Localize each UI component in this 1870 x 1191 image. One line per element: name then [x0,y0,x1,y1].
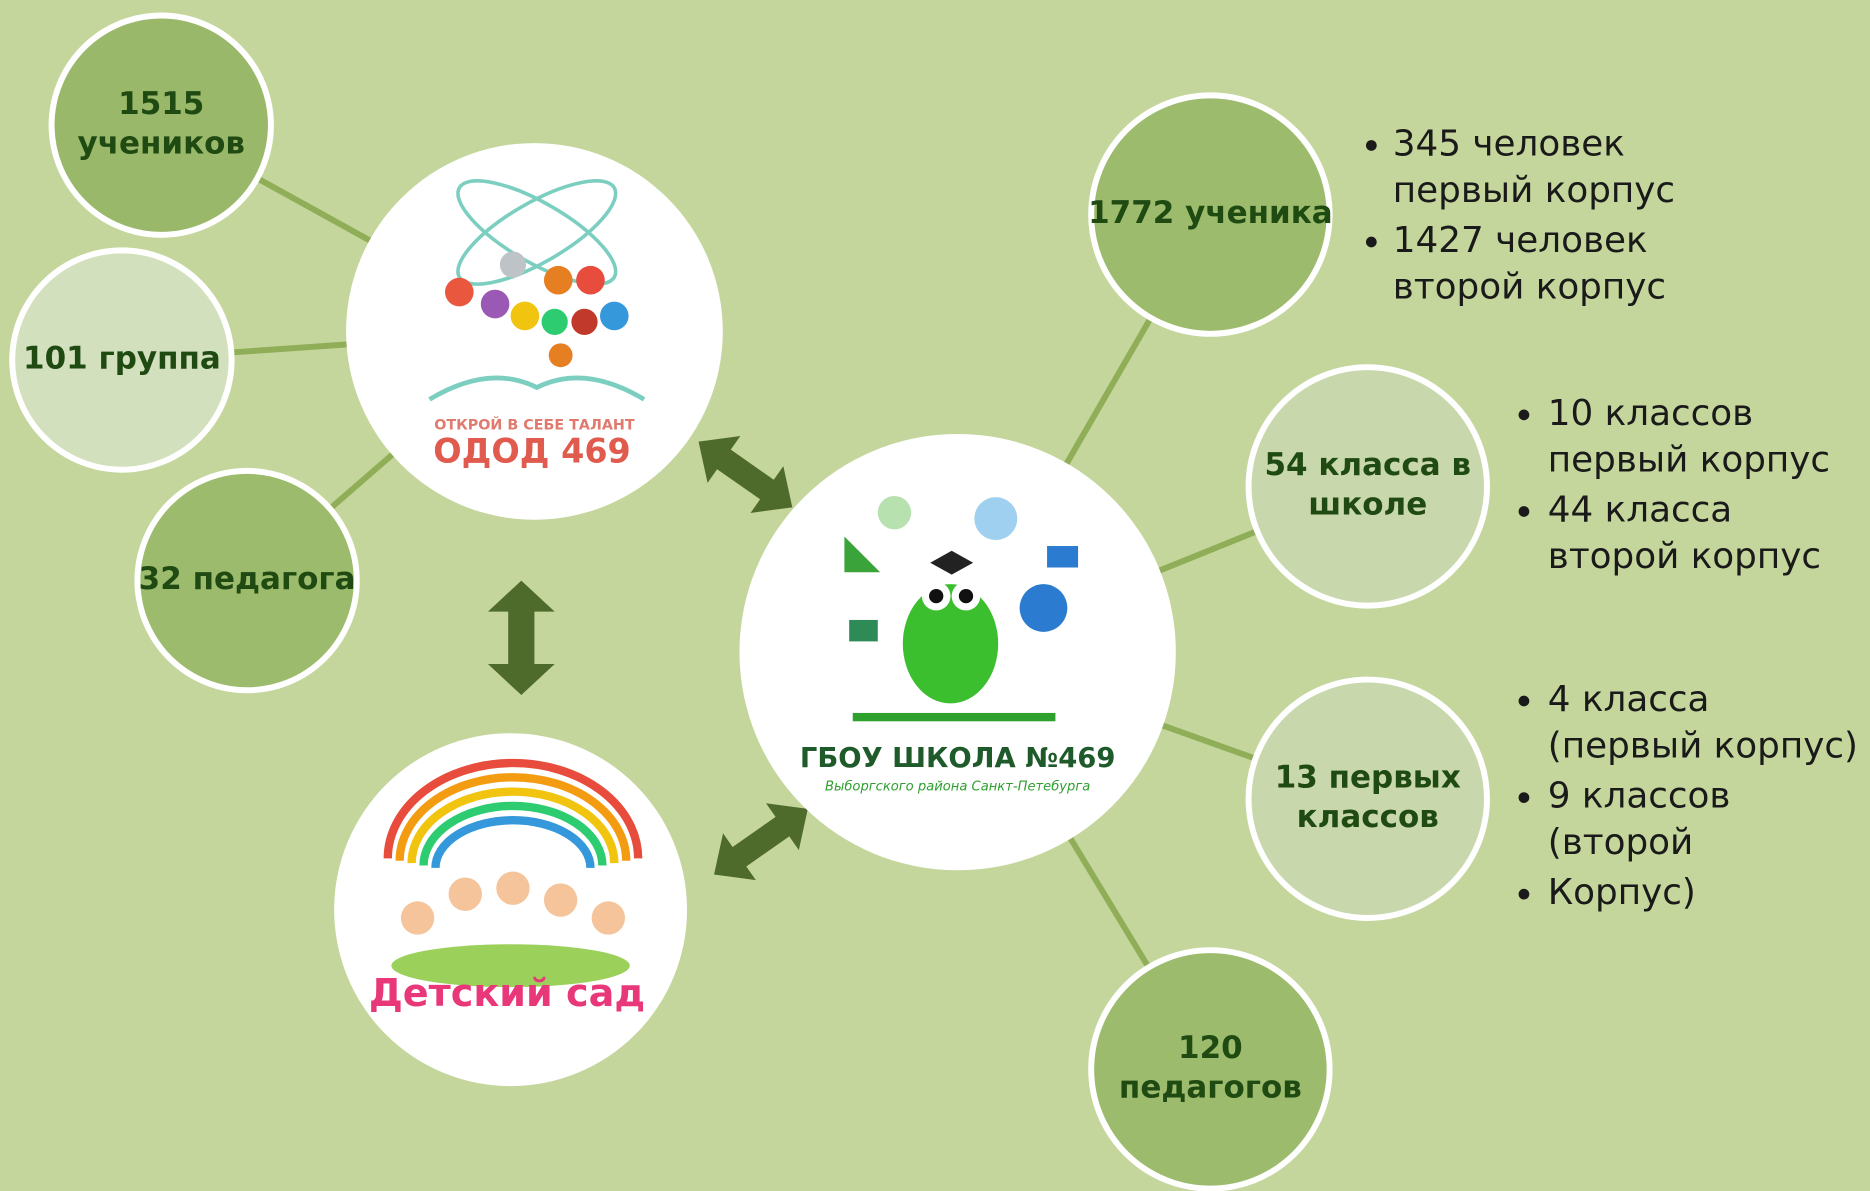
odod-logo: ОТКРОЙ В СЕБЕ ТАЛАНТ ОДОД 469 [346,143,723,520]
node-label: 101 группа [23,341,221,377]
bullet-dot [1366,237,1377,248]
node-label: педагогов [1119,1070,1302,1106]
bullet-text: 44 класса [1548,489,1732,530]
bullet-text: (второй [1548,822,1694,863]
node-label: 1772 ученика [1088,195,1333,231]
kindergarten-logo: Детский сад [334,733,687,1086]
bullet-dot [1519,889,1530,900]
node-label: классов [1297,799,1439,835]
school-name: ГБОУ ШКОЛА №469 [800,743,1116,774]
node-label: 120 [1178,1030,1243,1066]
bullet-text: первый корпус [1548,439,1830,480]
node-label: 32 педагога [139,561,356,597]
odod-name: ОДОД 469 [433,432,630,471]
bullet-text: 1427 человек [1393,220,1648,261]
kindergarten-name: Детский сад [369,971,645,1015]
node-label: учеников [78,125,246,161]
node-label: школе [1308,487,1427,523]
bullet-text: 9 классов [1548,776,1731,817]
bullet-text: (первый корпус) [1548,726,1858,767]
bullet-text: первый корпус [1393,170,1675,211]
bullet-text: второй корпус [1548,536,1821,577]
diagram: ОТКРОЙ В СЕБЕ ТАЛАНТ ОДОД 469 Детский са… [0,0,1870,1191]
bullet-dot [1519,410,1530,421]
school-subtitle: Выборгского района Санкт-Петебурга [825,779,1090,794]
bullet-text: 10 классов [1548,393,1753,434]
school-logo: ГБОУ ШКОЛА №469 Выборгского района Санкт… [739,434,1175,870]
bullet-dot [1519,792,1530,803]
node-label: 13 первых [1275,760,1461,796]
node-label: 1515 [118,86,204,122]
bullet-text: второй корпус [1393,267,1666,308]
bullet-text: 4 класса [1548,679,1710,720]
bullet-dot [1519,506,1530,517]
bullet-text: Корпус) [1548,872,1696,913]
node-label: 54 класса в [1264,447,1471,483]
bullet-dot [1366,140,1377,151]
bullet-dot [1519,696,1530,707]
bullet-text: 345 человек [1393,123,1625,164]
